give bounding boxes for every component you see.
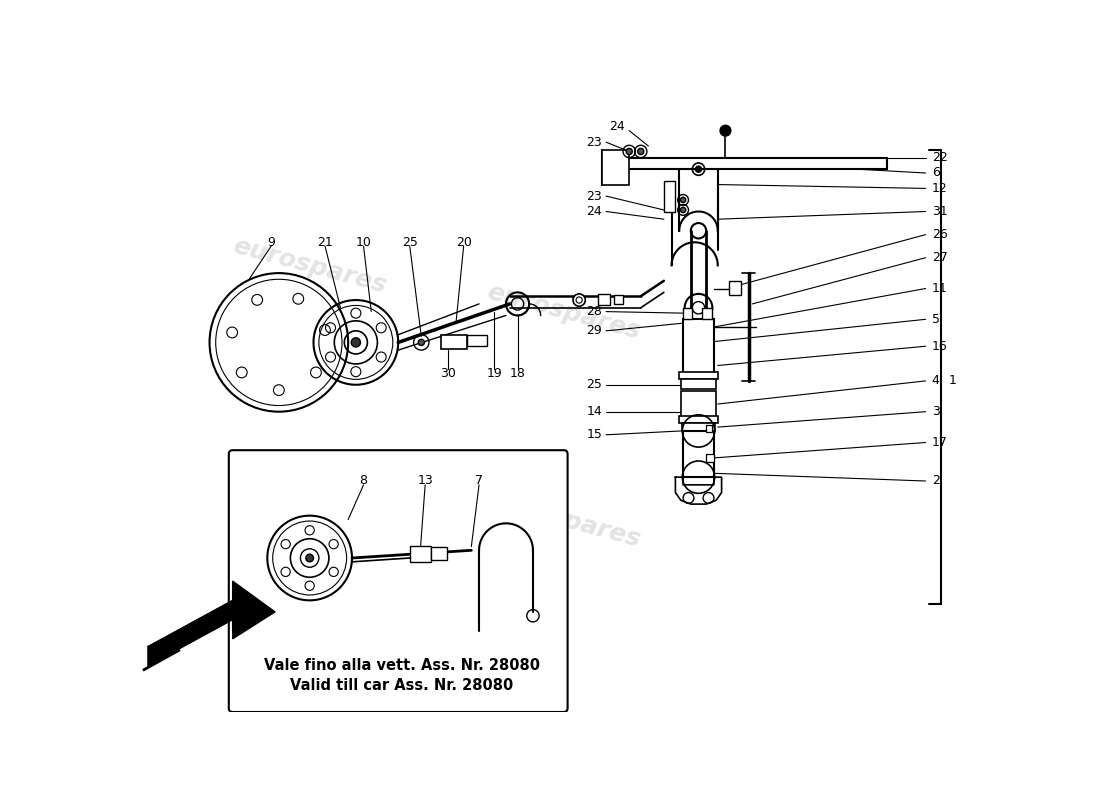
- Text: 18: 18: [509, 366, 526, 380]
- Bar: [706, 454, 714, 462]
- Bar: [468, 334, 486, 346]
- Circle shape: [720, 126, 730, 136]
- Bar: [681, 391, 716, 418]
- Bar: [702, 308, 712, 319]
- Text: eurospares: eurospares: [484, 279, 644, 344]
- Text: 4: 4: [932, 374, 939, 387]
- Text: 24: 24: [586, 205, 603, 218]
- Text: 21: 21: [317, 236, 333, 249]
- Text: eurospares: eurospares: [230, 234, 389, 298]
- Bar: [706, 425, 713, 433]
- Circle shape: [681, 198, 685, 202]
- Bar: [409, 546, 431, 562]
- Text: 14: 14: [586, 405, 603, 418]
- Text: 9: 9: [267, 236, 275, 249]
- Bar: [682, 423, 715, 431]
- Text: 24: 24: [609, 120, 625, 134]
- Text: 15: 15: [586, 428, 603, 442]
- Text: 31: 31: [932, 205, 947, 218]
- Polygon shape: [147, 600, 232, 666]
- Polygon shape: [675, 477, 722, 504]
- Text: 10: 10: [355, 236, 372, 249]
- Bar: [680, 416, 717, 423]
- Text: 1: 1: [948, 374, 957, 387]
- Circle shape: [573, 294, 585, 306]
- Polygon shape: [232, 581, 275, 639]
- Text: 22: 22: [932, 151, 947, 164]
- Text: 13: 13: [417, 474, 433, 487]
- FancyBboxPatch shape: [229, 450, 568, 712]
- Text: 16: 16: [932, 340, 947, 353]
- Bar: [598, 294, 609, 306]
- Text: Vale fino alla vett. Ass. Nr. 28080: Vale fino alla vett. Ass. Nr. 28080: [264, 658, 540, 674]
- Bar: [431, 547, 447, 559]
- Bar: [614, 294, 623, 304]
- Text: 5: 5: [932, 313, 939, 326]
- Text: 3: 3: [932, 405, 939, 418]
- Bar: [683, 431, 714, 477]
- Bar: [663, 181, 675, 211]
- Circle shape: [418, 339, 425, 346]
- Text: 11: 11: [932, 282, 947, 295]
- Text: 17: 17: [932, 436, 948, 449]
- Text: 23: 23: [586, 190, 603, 202]
- Text: 12: 12: [932, 182, 947, 195]
- Bar: [440, 334, 467, 349]
- Text: 8: 8: [360, 474, 367, 487]
- Text: 23: 23: [586, 136, 603, 149]
- Text: 2: 2: [932, 474, 939, 487]
- Text: 27: 27: [932, 251, 948, 264]
- Text: 7: 7: [475, 474, 483, 487]
- Circle shape: [638, 148, 644, 154]
- Bar: [680, 372, 717, 379]
- Circle shape: [306, 554, 313, 562]
- Circle shape: [681, 207, 685, 213]
- Circle shape: [626, 148, 632, 154]
- Text: 28: 28: [586, 305, 603, 318]
- Bar: [683, 308, 692, 319]
- Text: 25: 25: [586, 378, 603, 391]
- Circle shape: [695, 166, 702, 172]
- Bar: [683, 319, 714, 373]
- Text: 6: 6: [932, 166, 939, 179]
- Text: 19: 19: [486, 366, 503, 380]
- Text: eurospares: eurospares: [230, 464, 389, 529]
- Text: Valid till car Ass. Nr. 28080: Valid till car Ass. Nr. 28080: [290, 678, 514, 693]
- Text: 26: 26: [932, 228, 947, 241]
- Circle shape: [351, 338, 361, 347]
- Bar: [603, 150, 629, 185]
- Bar: [681, 379, 716, 389]
- Text: 29: 29: [586, 324, 603, 338]
- Text: 25: 25: [402, 236, 418, 249]
- Bar: [729, 281, 740, 294]
- Text: 20: 20: [455, 236, 472, 249]
- Text: 30: 30: [440, 366, 456, 380]
- Text: eurospares: eurospares: [484, 487, 644, 551]
